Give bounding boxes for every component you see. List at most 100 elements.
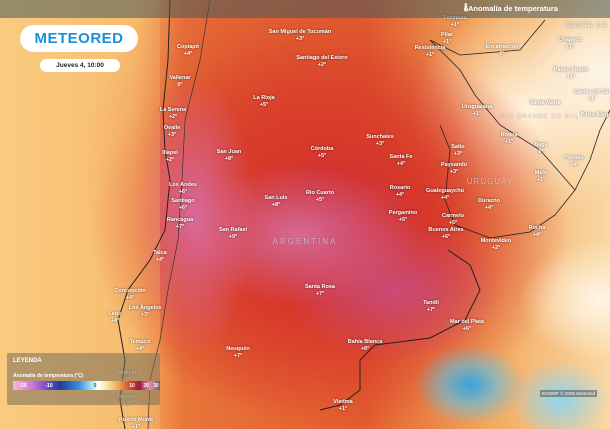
city-anomaly-value: +1° [536, 176, 546, 183]
city-anomaly-value: +4° [135, 345, 145, 352]
city-name: Passo Fundo [553, 67, 589, 73]
city-anomaly-value: +1° [131, 423, 141, 429]
city-name: Chapecó [558, 37, 582, 43]
city-name: Rancagua [166, 217, 194, 223]
city-name: Encarnación [485, 44, 519, 50]
city-anomaly-value: +7° [315, 290, 325, 297]
city-anomaly-value: +8° [224, 155, 234, 162]
city-label: San Rafael +9° [219, 227, 247, 240]
city-anomaly-value: +3° [167, 131, 177, 138]
city-name: San Miguel de Tucumán [268, 29, 332, 35]
city-anomaly-value: +1° [450, 21, 460, 28]
city-name: Tandil [423, 300, 439, 306]
legend-color-scale [13, 381, 160, 390]
city-label: Santiago del Estero +2° [296, 55, 347, 68]
city-label: Porto Alegre [581, 112, 610, 119]
city-name: Santiago del Estero [296, 55, 348, 61]
city-name: Copiapó [177, 44, 199, 50]
city-label: Puerto Montt +1° [119, 417, 153, 429]
city-name: Santa Maria [529, 100, 561, 106]
city-anomaly-value: +4° [440, 194, 450, 201]
city-label: Rancagua +7° [167, 217, 193, 230]
city-label: Vallenar 0° [169, 75, 190, 88]
city-name: Porto Alegre [580, 112, 610, 118]
city-label: Los Andes +6° [169, 182, 197, 195]
city-label: Pergamino +5° [389, 210, 417, 223]
city-label: Los Ángeles +3° [129, 305, 162, 318]
city-label: Lebu +4° [108, 311, 121, 324]
city-anomaly-value: +1° [442, 38, 452, 45]
city-name: La Rioja [253, 95, 275, 101]
city-anomaly-value: +4° [125, 294, 135, 301]
city-name: Caxias do Sul [573, 89, 610, 95]
city-anomaly-value: +3° [453, 150, 463, 157]
city-label: Concepción +4° [114, 288, 145, 301]
city-label: Melo +1° [535, 170, 548, 183]
forecast-time[interactable]: Jueves 4, 10:00 [40, 59, 120, 72]
city-anomaly-value: +5° [398, 216, 408, 223]
city-anomaly-value: +2° [168, 113, 178, 120]
city-label: San Luis +8° [265, 195, 288, 208]
city-label: Sunchales +3° [366, 134, 394, 147]
city-anomaly-value: +2° [165, 156, 175, 163]
city-label: Temuco +4° [130, 339, 151, 352]
legend-tick: 10 [129, 383, 135, 389]
city-anomaly-value: +6° [462, 325, 472, 332]
city-anomaly-value: +1° [504, 138, 514, 145]
city-anomaly-value: 0° [177, 81, 183, 88]
city-label: Copiapó +4° [177, 44, 199, 57]
legend: LEYENDA Anomalía de temperatura (°C) -20… [7, 353, 160, 405]
city-anomaly-value: +5° [448, 219, 458, 226]
city-anomaly-value: +2° [491, 244, 501, 251]
city-label: Ovalle +3° [164, 125, 181, 138]
city-label: Salto +3° [451, 144, 464, 157]
city-anomaly-value: +6° [441, 233, 451, 240]
city-anomaly-value: +4° [532, 231, 542, 238]
country-label-uruguay: URUGUAY [466, 177, 514, 186]
city-name: Uruguaiana [461, 104, 493, 110]
city-label: Santa Rosa +7° [305, 284, 335, 297]
city-label: Bagé 0° [534, 142, 547, 155]
city-label: Santa Maria [530, 100, 561, 107]
city-anomaly-value: +8° [271, 201, 281, 208]
city-label: Resistencia +1° [415, 45, 446, 58]
city-label: Córdoba +5° [311, 146, 334, 159]
city-name: Mar del Plata [450, 319, 484, 325]
city-label: Mar del Plata +6° [450, 319, 484, 332]
meteored-logo[interactable]: METEORED [20, 25, 138, 52]
city-name: Paysandú [441, 162, 467, 168]
city-anomaly-value: +1° [425, 51, 435, 58]
city-label: Neuquén +7° [226, 346, 250, 359]
city-name: Santiago [171, 198, 195, 204]
city-name: Concepción [114, 288, 146, 294]
city-anomaly-value: +6° [178, 188, 188, 195]
city-anomaly-value: +7° [426, 306, 436, 313]
city-anomaly-value: +3° [449, 168, 459, 175]
city-name: Pelotas [564, 155, 584, 161]
city-anomaly-value: 0° [538, 148, 544, 155]
city-label: Santiago +6° [171, 198, 194, 211]
city-anomaly-value: +4° [110, 317, 120, 324]
city-label: Illapel +2° [162, 150, 178, 163]
legend-tick: 20 [143, 383, 149, 389]
city-anomaly-value: +3° [375, 140, 385, 147]
legend-tick: 0 [93, 383, 97, 389]
city-anomaly-value: +4° [395, 191, 405, 198]
city-name: Carmelo [441, 213, 465, 219]
argentina-atlantic-coast [319, 249, 481, 411]
city-anomaly-value: 0° [499, 50, 505, 57]
city-label: Tandil +7° [423, 300, 439, 313]
legend-tick: -10 [45, 383, 53, 389]
legend-tick: -20 [19, 383, 27, 389]
city-label: Pelotas +4° [564, 155, 584, 168]
city-label: Río Cuarto +5° [306, 190, 334, 203]
city-name: Pilar [441, 32, 453, 38]
city-anomaly-value: +5° [315, 196, 325, 203]
city-name: Santa Fe [389, 154, 413, 160]
city-name: Montevideo [480, 238, 512, 244]
city-anomaly-value: +5° [317, 152, 327, 159]
city-name: Santa Rosa [305, 284, 335, 290]
city-name: Rosario [389, 185, 411, 191]
city-label: Montevideo +2° [481, 238, 512, 251]
city-name: Ovalle [163, 125, 181, 131]
